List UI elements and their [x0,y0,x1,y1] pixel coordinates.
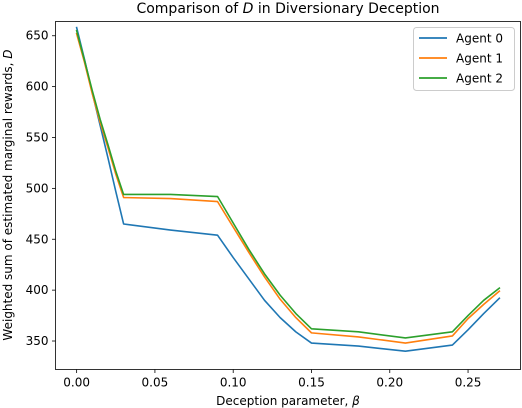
x-axis-ticks: 0.00 0.05 0.10 0.15 0.20 0.25 [63,369,482,390]
y-axis-ticks: 350 400 450 500 550 600 650 [26,29,56,348]
y-tick-label: 500 [26,181,49,195]
x-tick-label: 0.00 [63,376,90,390]
chart-title: Comparison of D in Diversionary Deceptio… [136,1,439,17]
series-line-agent-1 [75,32,501,344]
y-tick-label: 550 [26,131,49,145]
x-tick-label: 0.15 [298,376,325,390]
y-tick-label: 650 [26,29,49,43]
plot-area-frame [55,21,521,370]
y-tick-label: 450 [26,232,49,246]
series-line-agent-0 [75,26,501,352]
series-line-agent-2 [75,29,501,339]
x-tick-label: 0.20 [376,376,403,390]
y-axis-label: Weighted sum of estimated marginal rewar… [1,49,15,340]
y-tick-label: 400 [26,283,49,297]
legend-label-agent-2: Agent 2 [456,72,503,86]
y-tick-label: 600 [26,80,49,94]
y-tick-label: 350 [26,334,49,348]
x-tick-label: 0.05 [142,376,169,390]
legend-label-agent-1: Agent 1 [456,52,503,66]
legend: Agent 0 Agent 1 Agent 2 [413,27,515,91]
legend-box [413,27,515,91]
x-tick-label: 0.10 [220,376,247,390]
x-tick-label: 0.25 [455,376,482,390]
x-axis-label: Deception parameter, β [216,394,360,408]
series-layer [75,26,501,352]
legend-label-agent-0: Agent 0 [456,32,503,46]
